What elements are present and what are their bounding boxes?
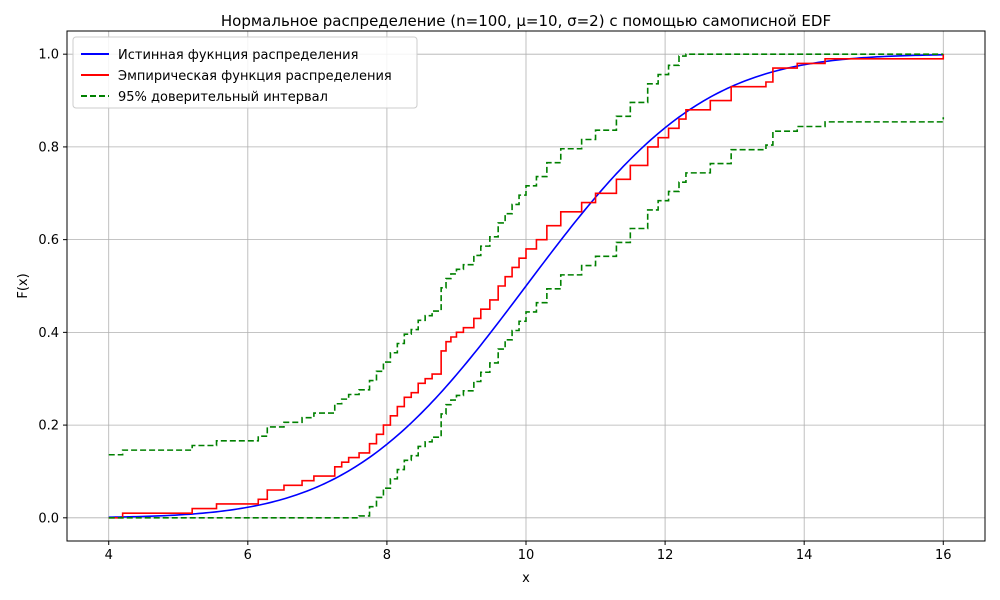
x-tick-label: 14: [796, 548, 813, 563]
legend-label-confidence-interval: 95% доверительный интервал: [118, 90, 328, 105]
x-tick-label: 10: [518, 548, 535, 563]
y-tick-label: 1.0: [38, 48, 59, 63]
legend: Истинная фукнция распределения Эмпиричес…: [72, 36, 418, 109]
y-tick-label: 0.6: [38, 233, 59, 248]
legend-label-true-cdf: Истинная фукнция распределения: [118, 48, 358, 63]
series-edf-line: [108, 54, 945, 519]
y-tick-label: 0.8: [38, 140, 59, 155]
legend-label-edf: Эмпирическая функция распределения: [118, 69, 392, 84]
y-axis-title: F(x): [16, 273, 31, 298]
x-axis-title: x: [522, 571, 530, 586]
x-tick-label: 12: [657, 548, 674, 563]
axis-ticks: 4 6 8 10 12 14 16 0.0 0.2 0.4 0.6 0.8 1.0: [38, 48, 951, 563]
legend-box: [72, 36, 418, 109]
series-ci-lower-line: [108, 117, 945, 519]
y-tick-label: 0.4: [38, 326, 59, 341]
series-ci-upper-line: [108, 53, 944, 456]
y-tick-label: 0.2: [38, 419, 59, 434]
series-layer: [108, 53, 945, 519]
y-tick-label: 0.0: [38, 511, 59, 526]
x-tick-label: 6: [244, 548, 252, 563]
chart-title: Нормальное распределение (n=100, μ=10, σ…: [221, 12, 831, 30]
x-tick-label: 16: [935, 548, 952, 563]
x-tick-label: 8: [383, 548, 391, 563]
x-tick-label: 4: [105, 548, 113, 563]
series-true-cdf-line: [108, 54, 944, 518]
